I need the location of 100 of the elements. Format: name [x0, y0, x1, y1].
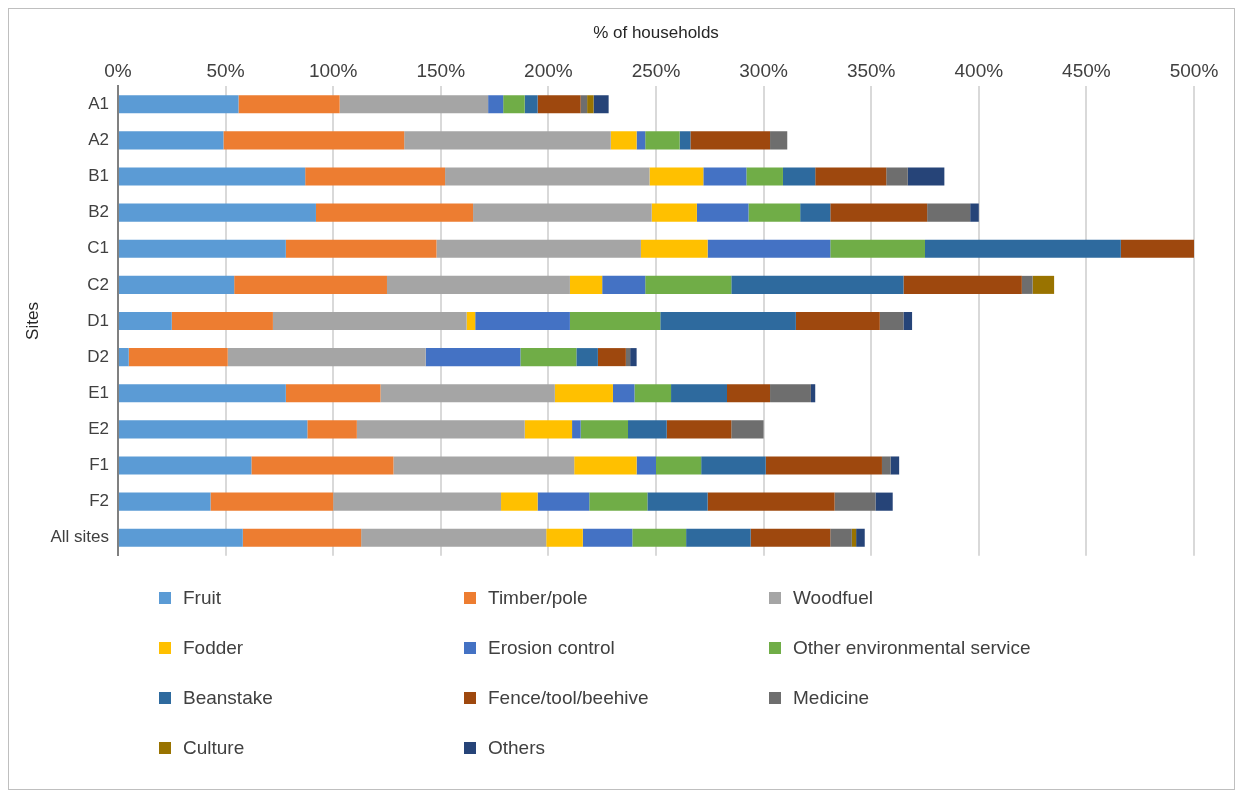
bar	[630, 348, 637, 367]
bar	[649, 167, 704, 186]
bar	[589, 492, 648, 511]
bar	[587, 95, 594, 114]
bar	[361, 528, 547, 547]
bar	[425, 348, 521, 367]
bar	[118, 528, 243, 547]
bar	[118, 239, 286, 258]
bar	[645, 131, 680, 150]
legend-label: Others	[488, 737, 546, 759]
bar	[118, 348, 129, 367]
bar	[333, 492, 502, 511]
bar	[879, 311, 904, 331]
x-axis-title: % of households	[593, 22, 719, 42]
bar	[520, 348, 577, 367]
y-tick-label: F1	[89, 455, 109, 475]
bar	[488, 95, 504, 114]
legend-label: Erosion control	[488, 637, 615, 659]
bar	[636, 131, 646, 150]
bar	[569, 311, 661, 331]
bar	[118, 95, 239, 114]
bar	[815, 167, 887, 186]
bar	[501, 492, 538, 511]
x-tick-label: 500%	[1169, 60, 1219, 82]
bar	[546, 528, 583, 547]
bar	[171, 311, 273, 331]
bar	[690, 131, 771, 150]
legend-label: Medicine	[793, 687, 870, 709]
x-tick-label: 450%	[1062, 60, 1111, 82]
bar	[580, 95, 588, 114]
bar	[610, 131, 637, 150]
bar	[628, 420, 667, 439]
bar	[473, 203, 652, 222]
bar	[800, 203, 831, 222]
bar	[634, 384, 672, 403]
y-tick-label: A2	[88, 130, 109, 150]
bar	[647, 492, 708, 511]
legend-label: Fodder	[183, 637, 244, 659]
bar	[666, 420, 732, 439]
legend-label: Other environmental service	[793, 637, 1031, 659]
bar	[903, 311, 913, 331]
bar	[380, 384, 555, 403]
bar	[118, 203, 316, 222]
y-tick-label: D1	[87, 310, 109, 330]
bar	[118, 311, 172, 331]
bar	[118, 131, 224, 150]
bar	[285, 384, 381, 403]
y-tick-label: D2	[87, 346, 109, 366]
bar	[223, 131, 405, 150]
bar	[856, 528, 865, 547]
bar	[524, 95, 538, 114]
y-axis-title: Sites	[22, 302, 42, 340]
x-tick-label: 350%	[846, 60, 896, 82]
bar	[602, 275, 646, 294]
bar	[118, 384, 286, 403]
bar	[580, 420, 629, 439]
x-tick-label: 100%	[308, 60, 358, 82]
bar	[924, 239, 1121, 258]
x-tick-label: 0%	[104, 60, 132, 82]
bar	[118, 456, 252, 475]
x-tick-label: 250%	[631, 60, 681, 82]
bar	[746, 167, 783, 186]
bar	[1021, 275, 1033, 294]
bar	[537, 492, 590, 511]
bar	[537, 95, 581, 114]
y-tick-label: B2	[88, 202, 109, 222]
bar	[569, 275, 603, 294]
bar	[851, 528, 857, 547]
bar	[593, 95, 609, 114]
x-tick-label: 150%	[416, 60, 466, 82]
bar	[765, 456, 882, 475]
bar	[576, 348, 598, 367]
bar	[210, 492, 334, 511]
x-tick-label: 50%	[206, 60, 245, 82]
bar	[625, 348, 631, 367]
bar	[770, 384, 811, 403]
bar	[503, 95, 525, 114]
bar	[655, 456, 702, 475]
legend-label: Culture	[183, 737, 245, 759]
bar	[795, 311, 880, 331]
bar	[834, 492, 876, 511]
y-tick-label: B1	[88, 166, 109, 186]
bar	[707, 492, 835, 511]
bar	[118, 275, 235, 294]
bar	[696, 203, 749, 222]
bar	[830, 203, 928, 222]
bar	[356, 420, 525, 439]
y-tick-label: C1	[87, 238, 109, 258]
bar	[686, 528, 751, 547]
bar	[748, 203, 801, 222]
y-tick-label: F2	[89, 491, 109, 511]
bar	[660, 311, 796, 331]
bar	[242, 528, 362, 547]
bar	[632, 528, 687, 547]
bar	[782, 167, 816, 186]
bar	[679, 131, 691, 150]
bar	[731, 275, 904, 294]
bar	[272, 311, 467, 331]
x-tick-label: 400%	[954, 60, 1004, 82]
bar	[445, 167, 650, 186]
